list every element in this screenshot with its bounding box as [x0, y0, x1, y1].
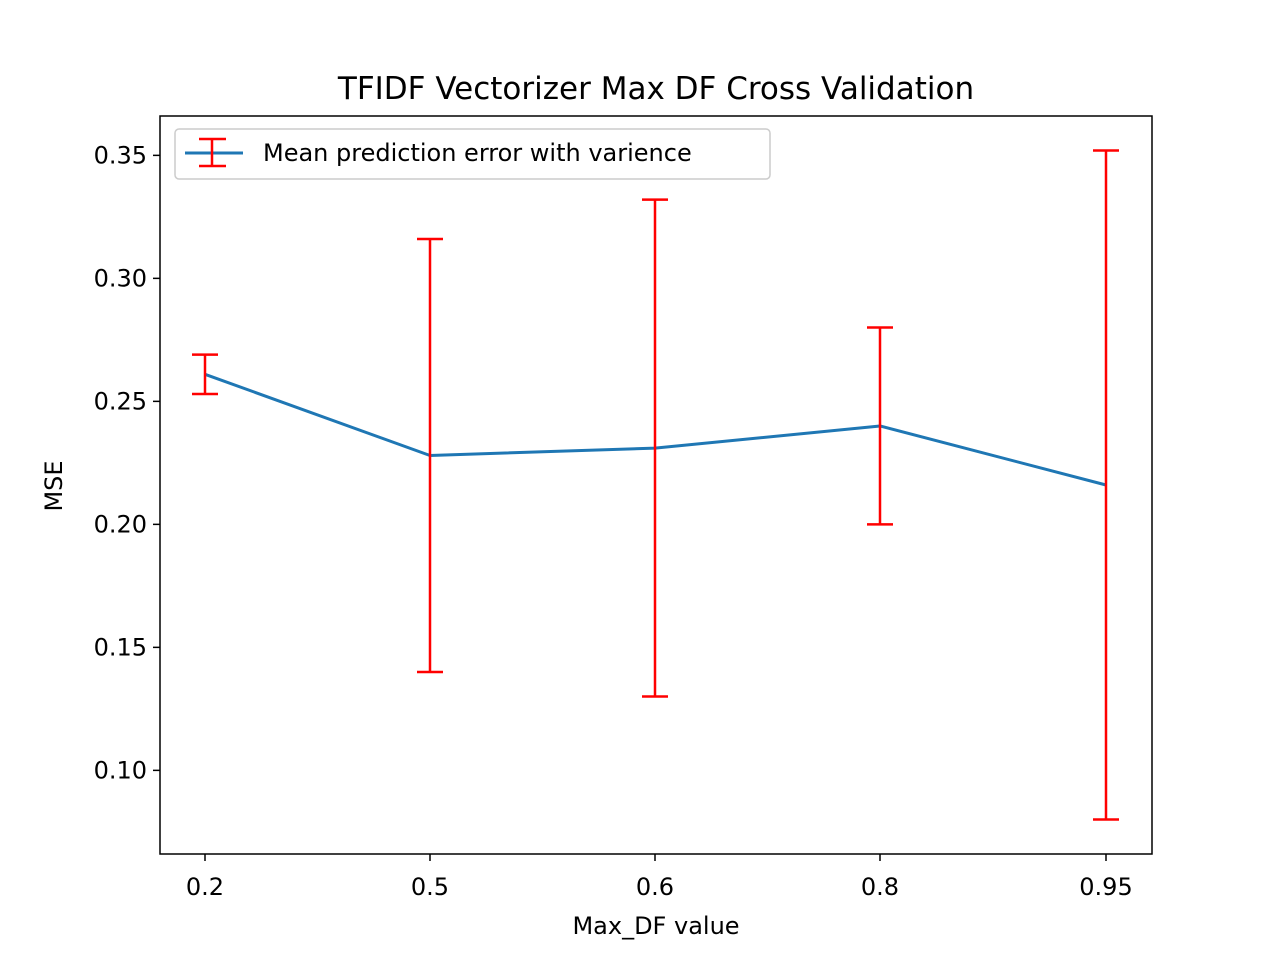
y-tick-label: 0.20	[94, 510, 147, 538]
legend-box	[174, 128, 771, 180]
y-tick-label: 0.30	[94, 264, 147, 292]
chart-title: TFIDF Vectorizer Max DF Cross Validation	[337, 71, 974, 107]
y-tick-label: 0.35	[94, 141, 147, 169]
x-tick-label: 0.5	[411, 873, 449, 901]
x-tick-label: 0.6	[636, 873, 674, 901]
x-axis-label: Max_DF value	[572, 912, 739, 940]
y-axis-label: MSE	[40, 460, 68, 511]
x-tick-label: 0.95	[1079, 873, 1132, 901]
y-tick-label: 0.10	[94, 756, 147, 784]
plot-frame	[159, 115, 1153, 855]
x-tick-label: 0.2	[186, 873, 224, 901]
legend-label: Mean prediction error with varience	[263, 139, 692, 167]
plot-area: 0.10 0.15 0.20 0.25 0.30 0.35 0.2 0.5 0.6 0.8 0.95	[94, 141, 1133, 901]
y-tick-label: 0.15	[94, 633, 147, 661]
x-tick-label: 0.8	[861, 873, 899, 901]
legend: Mean prediction error with varience	[174, 128, 771, 180]
y-tick-label: 0.25	[94, 387, 147, 415]
